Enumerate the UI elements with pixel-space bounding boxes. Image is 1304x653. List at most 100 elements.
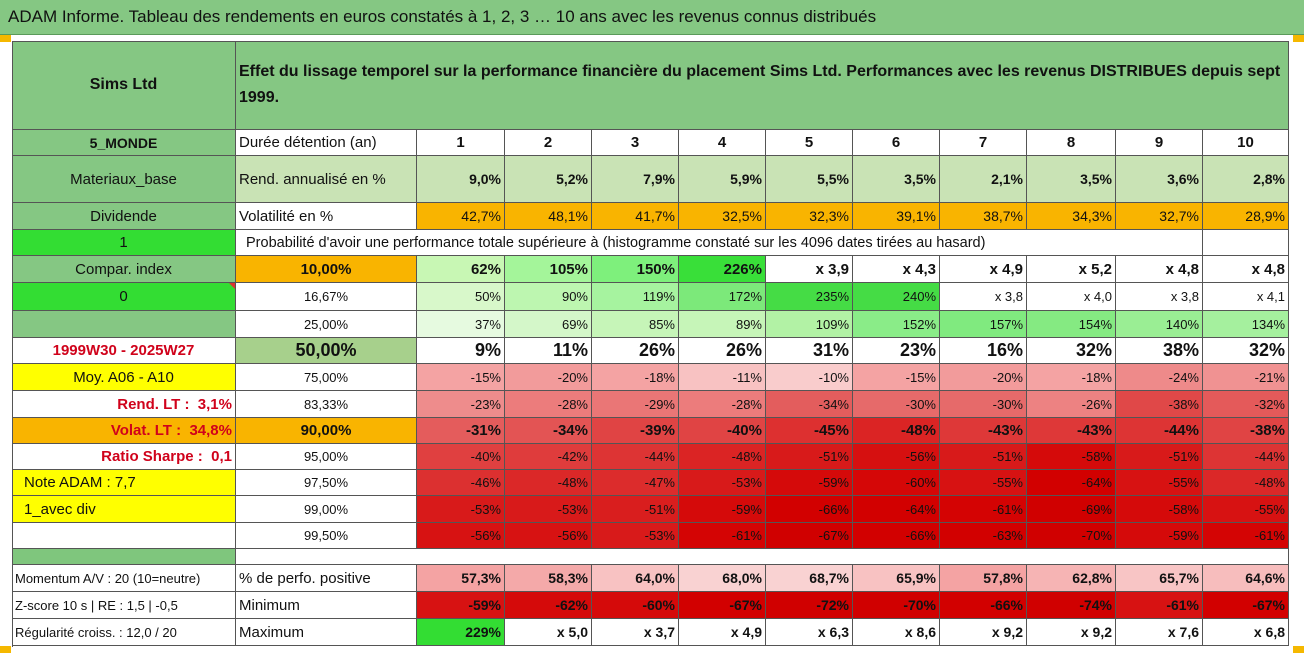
rend-value: 7,9% (592, 156, 679, 203)
quantile-value: -34% (766, 391, 853, 418)
stat-value: -67% (1203, 592, 1289, 619)
stat-value: x 6,8 (1203, 619, 1289, 646)
quantile-value: -43% (1027, 418, 1116, 444)
quantile-value: -29% (592, 391, 679, 418)
flag-value: 1 (12, 230, 236, 256)
quantile-value: -44% (1203, 444, 1289, 470)
quantile-value: 11% (505, 338, 592, 364)
year-header: 3 (592, 130, 679, 156)
stat-label: % de perfo. positive (236, 565, 417, 592)
quantile-label: 97,50% (236, 470, 417, 496)
stat-value: 68,0% (679, 565, 766, 592)
stat-side-label: Z-score 10 s | RE : 1,5 | -0,5 (12, 592, 236, 619)
rend-value: 9,0% (417, 156, 505, 203)
quantile-value: 235% (766, 283, 853, 311)
quantile-value: 32% (1027, 338, 1116, 364)
stat-value: 65,7% (1116, 565, 1203, 592)
stat-value: -74% (1027, 592, 1116, 619)
quantile-label: 16,67% (236, 283, 417, 311)
quantile-value: -28% (505, 391, 592, 418)
stat-value: 229% (417, 619, 505, 646)
quantile-value: 50% (417, 283, 505, 311)
quantile-value: x 4,9 (940, 256, 1027, 283)
quantile-value: -30% (940, 391, 1027, 418)
quantile-value: -40% (679, 418, 766, 444)
rend-lt-value: 3,1% (197, 395, 232, 413)
rend-value: 5,2% (505, 156, 592, 203)
quantile-value: 31% (766, 338, 853, 364)
stat-value: 58,3% (505, 565, 592, 592)
stat-value: -59% (417, 592, 505, 619)
stat-side-label: Régularité croiss. : 12,0 / 20 (12, 619, 236, 646)
quantile-value: x 3,8 (1116, 283, 1203, 311)
volat-lt-value: 34,8% (189, 422, 232, 439)
quantile-value: -39% (592, 418, 679, 444)
quantile-value: -53% (679, 470, 766, 496)
moy-label: Moy. A06 - A10 (12, 364, 236, 391)
quantile-value: 85% (592, 311, 679, 338)
vol-value: 42,7% (417, 203, 505, 230)
quantile-value: -38% (1203, 418, 1289, 444)
quantile-value: -46% (417, 470, 505, 496)
quantile-value: -53% (505, 496, 592, 523)
vol-value: 34,3% (1027, 203, 1116, 230)
stat-side-label: Momentum A/V : 20 (10=neutre) (12, 565, 236, 592)
quantile-value: -53% (417, 496, 505, 523)
sharpe-ratio-label: Ratio Sharpe : (101, 448, 203, 465)
stat-label: Maximum (236, 619, 417, 646)
quantile-value: 26% (592, 338, 679, 364)
rend-lt: Rend. LT : 3,1% (12, 391, 236, 418)
quantile-value: -59% (679, 496, 766, 523)
stat-value: -67% (679, 592, 766, 619)
quantile-value: -51% (592, 496, 679, 523)
stat-value: x 7,6 (1116, 619, 1203, 646)
quantile-value: -20% (940, 364, 1027, 391)
quantile-value: -61% (1203, 523, 1289, 549)
quantile-value: -48% (505, 470, 592, 496)
quantile-value: 172% (679, 283, 766, 311)
quantile-value: -64% (1027, 470, 1116, 496)
quantile-label: 99,50% (236, 523, 417, 549)
quantile-value: 90% (505, 283, 592, 311)
quantile-label: 83,33% (236, 391, 417, 418)
quantile-value: 134% (1203, 311, 1289, 338)
year-header: 4 (679, 130, 766, 156)
quantile-value: -40% (417, 444, 505, 470)
stat-value: x 3,7 (592, 619, 679, 646)
stat-value: 64,6% (1203, 565, 1289, 592)
quantile-value: -53% (592, 523, 679, 549)
quantile-value: -10% (766, 364, 853, 391)
rend-label: Rend. annualisé en % (236, 156, 417, 203)
stat-value: -60% (592, 592, 679, 619)
corner-mark-bottom-right (1293, 646, 1304, 653)
rend-value: 5,9% (679, 156, 766, 203)
spacer-cell (236, 549, 1289, 565)
stat-value: 68,7% (766, 565, 853, 592)
quantile-value: -59% (1116, 523, 1203, 549)
quantile-value: x 4,3 (853, 256, 940, 283)
vol-value: 32,3% (766, 203, 853, 230)
quantile-label: 90,00% (236, 418, 417, 444)
quantile-value: -24% (1116, 364, 1203, 391)
flag0-value: 0 (12, 283, 236, 311)
year-header: 6 (853, 130, 940, 156)
quantile-value: 140% (1116, 311, 1203, 338)
quantile-value: -28% (679, 391, 766, 418)
quantile-value: 154% (1027, 311, 1116, 338)
stat-value: -62% (505, 592, 592, 619)
title-banner: ADAM Informe. Tableau des rendements en … (0, 0, 1304, 35)
quantile-value: -63% (940, 523, 1027, 549)
stat-value: x 5,0 (505, 619, 592, 646)
stat-value: -70% (853, 592, 940, 619)
quantile-value: -43% (940, 418, 1027, 444)
quantile-value: 23% (853, 338, 940, 364)
quantile-value: -20% (505, 364, 592, 391)
stat-value: x 9,2 (940, 619, 1027, 646)
company-name: Sims Ltd (12, 41, 236, 130)
rend-value: 5,5% (766, 156, 853, 203)
quantile-value: -69% (1027, 496, 1116, 523)
quantile-value: -23% (417, 391, 505, 418)
quantile-value: -67% (766, 523, 853, 549)
quantile-value: -55% (940, 470, 1027, 496)
